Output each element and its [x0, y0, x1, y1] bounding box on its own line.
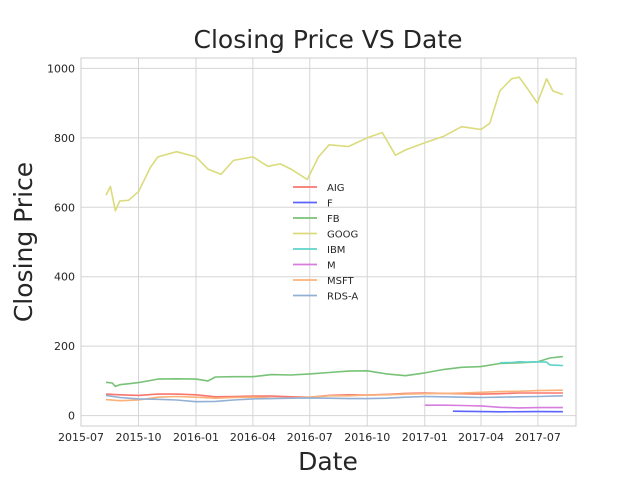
series-line-m	[424, 404, 563, 409]
y-axis-label: Closing Price	[9, 162, 38, 322]
y-tick-label: 800	[54, 132, 75, 145]
series-line-msft	[105, 389, 563, 402]
legend-label-m: M	[327, 261, 336, 272]
legend-label-rds-a: RDS-A	[327, 292, 358, 303]
plot-frame	[80, 57, 577, 427]
x-tick-label: 2016-07	[287, 431, 333, 444]
x-tick-label: 2017-07	[515, 431, 561, 444]
legend-label-ibm: IBM	[327, 245, 345, 256]
legend-label-msft: MSFT	[327, 276, 355, 287]
y-tick-label: 200	[54, 340, 75, 353]
series-line-rds-a	[105, 394, 563, 403]
y-tick-label: 600	[54, 201, 75, 214]
legend-label-fb: FB	[327, 214, 340, 225]
x-tick-label: 2015-07	[58, 431, 104, 444]
x-tick-label: 2017-04	[458, 431, 504, 444]
x-tick-label: 2016-01	[173, 431, 219, 444]
y-tick-label: 400	[54, 271, 75, 284]
series-line-f	[452, 410, 563, 413]
series-lines	[105, 76, 564, 413]
legend: AIG F FB GOOG IBM M MSFT RDS-A	[293, 183, 358, 303]
series-line-goog	[105, 76, 564, 212]
legend-label-goog: GOOG	[327, 230, 358, 241]
x-tick-label: 2017-01	[402, 431, 448, 444]
x-tick-label: 2015-10	[116, 431, 162, 444]
x-axis-label: Date	[298, 447, 358, 476]
gridlines	[80, 58, 576, 426]
tick-labels: 2015-07 2015-10 2016-01 2016-04 2016-07 2016-…	[47, 62, 561, 444]
chart-title: Closing Price VS Date	[194, 25, 463, 54]
legend-label-aig: AIG	[327, 183, 345, 194]
y-tick-label: 1000	[47, 62, 75, 75]
x-tick-label: 2016-10	[344, 431, 390, 444]
y-tick-label: 0	[68, 410, 75, 423]
series-line-fb	[105, 355, 563, 388]
series-line-ibm	[499, 360, 563, 367]
legend-label-f: F	[327, 199, 333, 210]
x-tick-label: 2016-04	[230, 431, 276, 444]
